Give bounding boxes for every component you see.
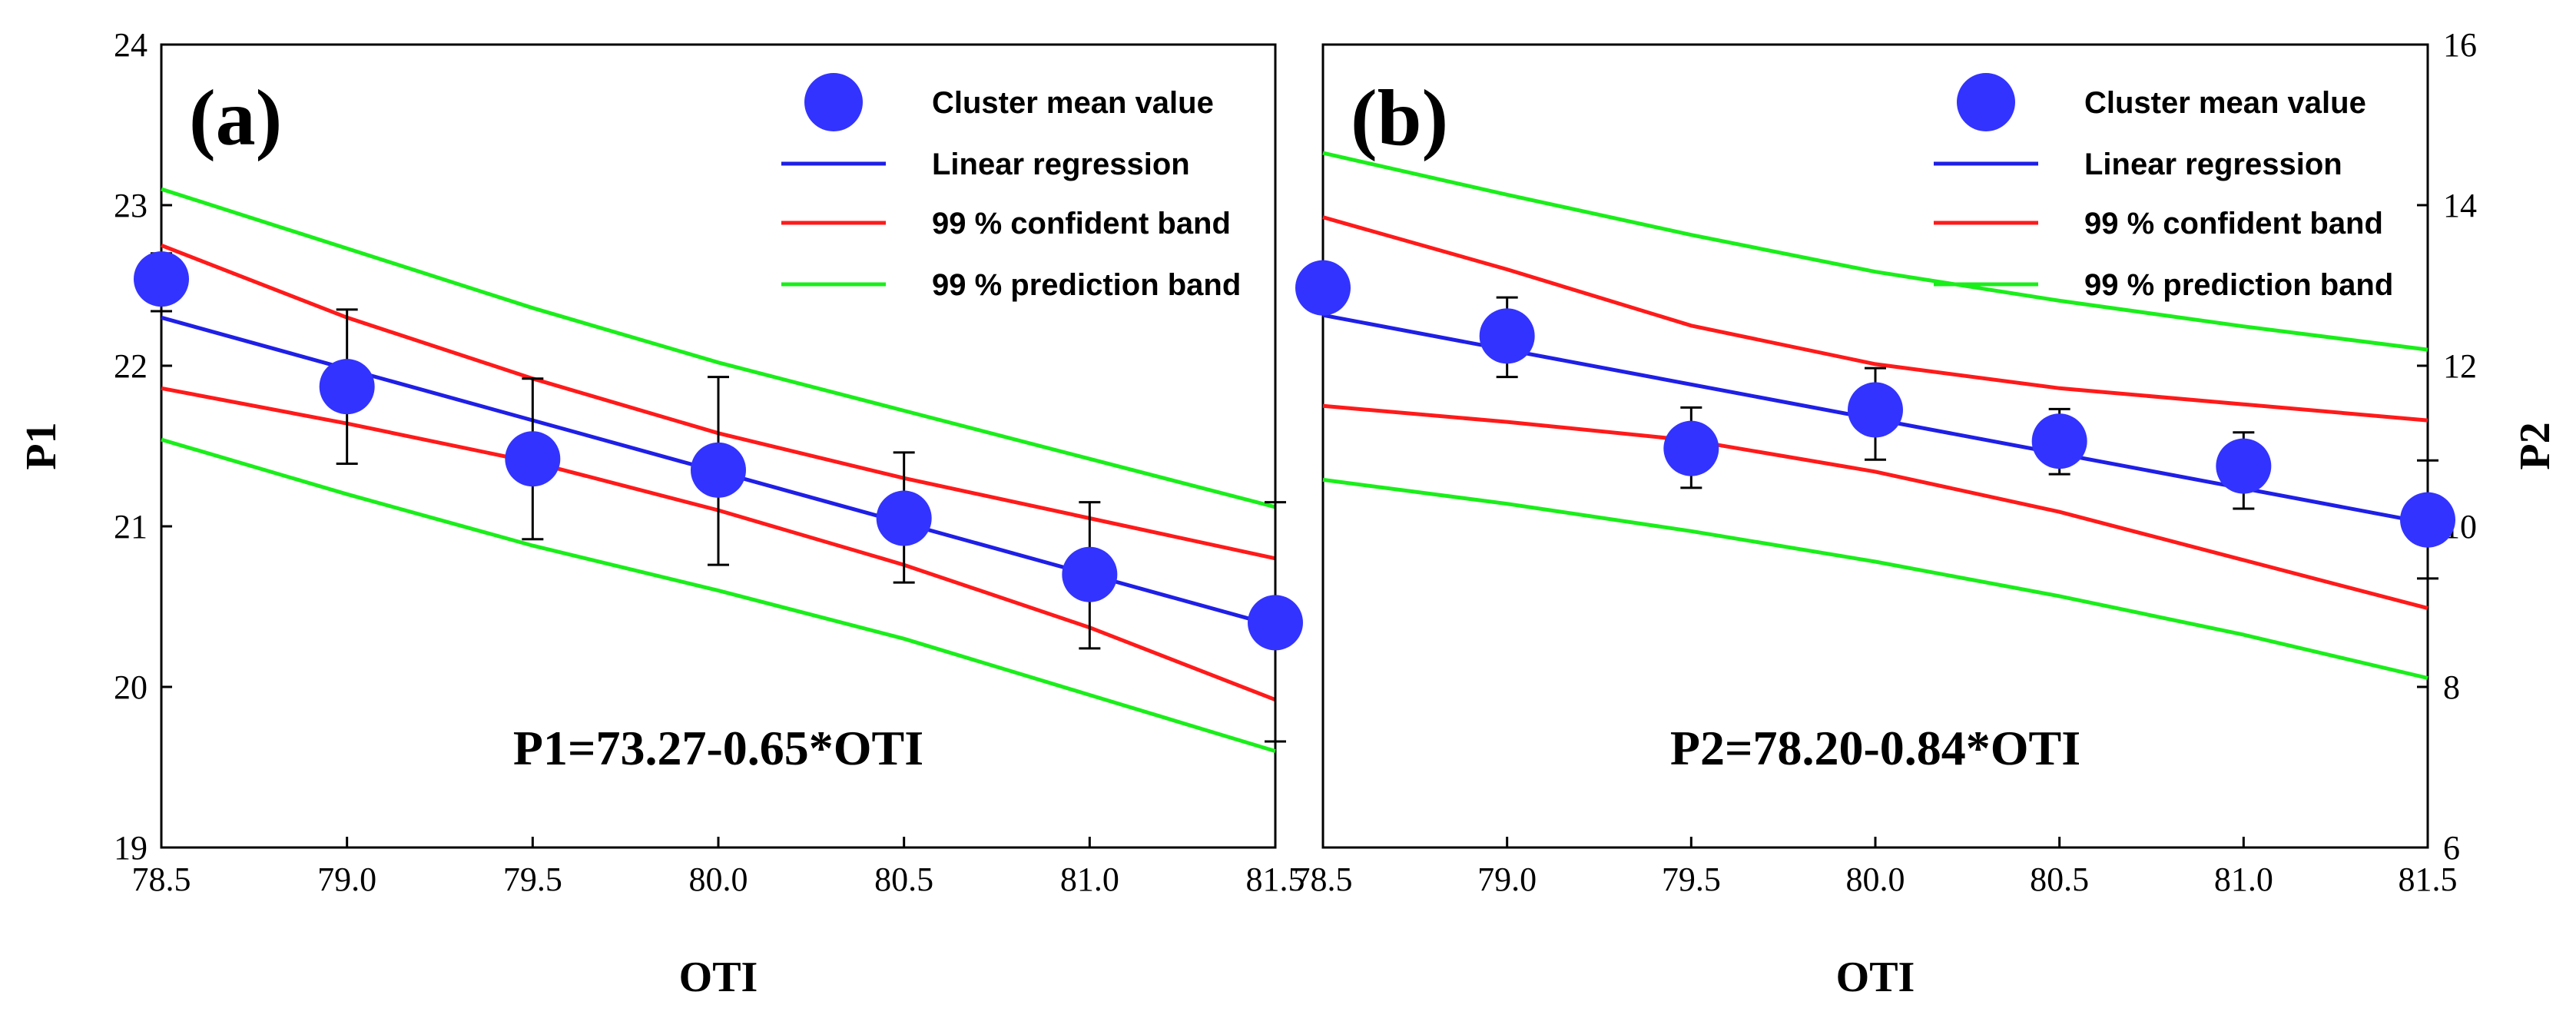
legend-label-regression: Linear regression (932, 148, 1190, 181)
x-tick-label: 80.0 (689, 861, 748, 898)
data-point (134, 251, 189, 307)
y-tick-label: 19 (114, 829, 148, 867)
panel-label: (b) (1351, 74, 1448, 162)
x-tick-label: 81.0 (2214, 861, 2273, 898)
regression-equation: P2=78.20-0.84*OTI (1670, 721, 2080, 775)
y-axis-title: P2 (2511, 422, 2559, 469)
y-tick-label: 14 (2443, 187, 2477, 224)
data-point (2031, 413, 2087, 469)
y-tick-label: 22 (114, 347, 148, 385)
x-tick-label: 79.0 (1477, 861, 1537, 898)
y-tick-label: 21 (114, 508, 148, 546)
panel-a: 78.5 79.0 79.5 80.0 80.5 81.0 81.5 19 20 21 22 23 24… (18, 26, 1305, 1001)
data-point (1295, 260, 1351, 316)
x-tick-label: 78.5 (132, 861, 191, 898)
legend-label-prediction: 99 % prediction band (2084, 268, 2393, 302)
legend-marker-points (1957, 73, 2015, 131)
y-tick-label: 16 (2443, 26, 2477, 64)
x-tick-label: 79.5 (503, 861, 562, 898)
panel-b: 78.5 79.0 79.5 80.0 80.5 81.0 81.56810121416OT… (1294, 26, 2560, 1001)
data-point (1248, 595, 1303, 651)
confidence-band-upper (1322, 215, 2428, 423)
legend-label-confidence: 99 % confident band (2084, 207, 2383, 240)
data-point (2400, 492, 2455, 548)
data-point (1663, 420, 1719, 476)
legend-label-regression: Linear regression (2084, 148, 2342, 181)
data-point (1479, 308, 1535, 364)
data-point (691, 442, 746, 498)
prediction-band-lower (1322, 477, 2428, 680)
x-tick-label: 80.0 (1846, 861, 1905, 898)
x-tick-label: 80.5 (874, 861, 933, 898)
y-tick-label: 12 (2443, 347, 2477, 385)
x-tick-label: 79.0 (317, 861, 376, 898)
y-tick-label: 23 (114, 187, 148, 224)
data-point (1848, 382, 1903, 438)
y-tick-label: 6 (2443, 829, 2460, 867)
legend-label-points: Cluster mean value (2084, 86, 2366, 120)
regression-equation: P1=73.27-0.65*OTI (513, 721, 923, 775)
data-point (1062, 546, 1118, 602)
x-tick-label: 81.5 (2399, 861, 2458, 898)
panel-label: (a) (189, 74, 282, 162)
x-tick-label: 81.5 (1246, 861, 1305, 898)
y-axis-title: P1 (18, 422, 65, 469)
y-tick-label: 20 (114, 668, 148, 706)
x-tick-label: 81.0 (1060, 861, 1119, 898)
x-tick-label: 80.5 (2030, 861, 2089, 898)
x-axis-title: OTI (1836, 954, 1915, 1001)
data-point (2216, 438, 2272, 494)
x-tick-label: 79.5 (1662, 861, 1721, 898)
x-tick-label: 78.5 (1294, 861, 1353, 898)
prediction-band-upper (1322, 151, 2428, 352)
y-tick-label: 8 (2443, 668, 2460, 706)
prediction-band-lower (161, 437, 1276, 753)
legend-marker-points (804, 73, 863, 131)
data-point (319, 359, 375, 415)
x-axis-title: OTI (679, 954, 758, 1001)
prediction-band-upper (161, 187, 1276, 509)
legend-label-prediction: 99 % prediction band (932, 268, 1241, 302)
confidence-band-lower (1322, 403, 2428, 611)
data-point (505, 431, 561, 487)
data-point (876, 490, 932, 546)
legend-label-points: Cluster mean value (932, 86, 1214, 120)
legend-label-confidence: 99 % confident band (932, 207, 1231, 240)
y-tick-label: 24 (114, 26, 148, 64)
